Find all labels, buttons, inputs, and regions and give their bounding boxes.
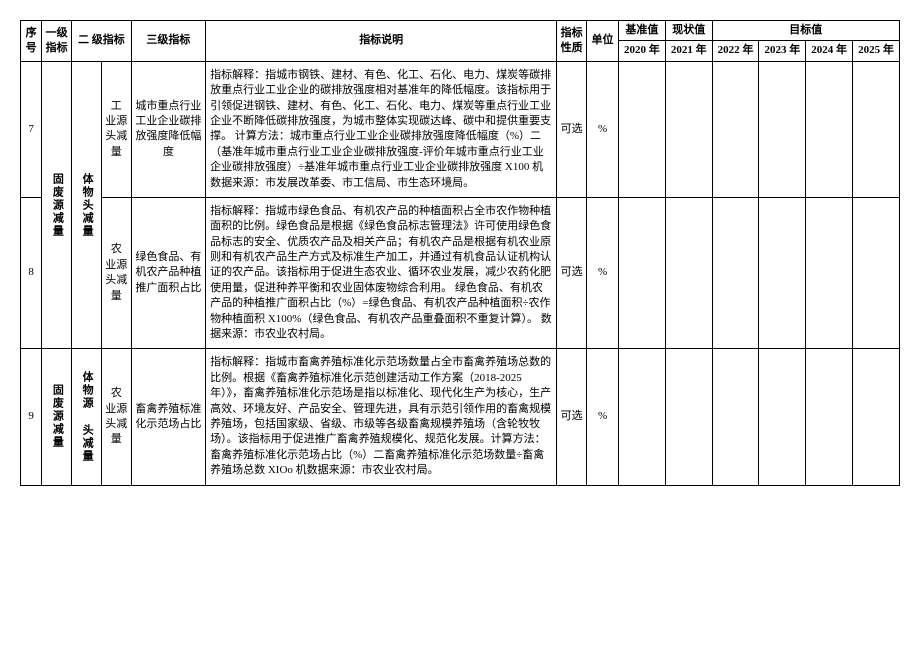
cell-current bbox=[665, 61, 712, 197]
cell-base bbox=[618, 61, 665, 197]
cell-level3: 绿色食品、有机农产品种植推广面积占比 bbox=[131, 197, 205, 349]
header-level3: 三级指标 bbox=[131, 21, 205, 62]
cell-desc: 指标解释：指城市钢铁、建材、有色、化工、石化、电力、煤炭等碳排放重点行业工业企业… bbox=[206, 61, 557, 197]
cell-property: 可选 bbox=[557, 61, 587, 197]
cell-level2-sub: 农 业源 头减量 bbox=[101, 349, 131, 485]
cell-current bbox=[665, 349, 712, 485]
cell-level2-sub: 工 业源 头减量 bbox=[101, 61, 131, 197]
cell-level3: 畜禽养殖标准化示范场占比 bbox=[131, 349, 205, 485]
table-row: 8 农 业源 头减量 绿色食品、有机农产品种植推广面积占比 指标解释：指城市绿色… bbox=[21, 197, 900, 349]
header-current: 现状值 bbox=[665, 21, 712, 41]
header-y2023: 2023 年 bbox=[759, 41, 806, 61]
cell-2025 bbox=[853, 197, 900, 349]
header-seq: 序号 bbox=[21, 21, 42, 62]
header-base: 基准值 bbox=[618, 21, 665, 41]
cell-seq: 9 bbox=[21, 349, 42, 485]
cell-property: 可选 bbox=[557, 349, 587, 485]
header-target: 目标值 bbox=[712, 21, 899, 41]
header-level2: 二 级指标 bbox=[72, 21, 132, 62]
cell-2022 bbox=[712, 197, 759, 349]
table-row: 7 固废源减量 体物头减量 工 业源 头减量 城市重点行业工业企业碳排放强度降低… bbox=[21, 61, 900, 197]
cell-current bbox=[665, 197, 712, 349]
cell-2022 bbox=[712, 349, 759, 485]
cell-level2: 体物头减量 bbox=[72, 61, 102, 349]
cell-2024 bbox=[806, 197, 853, 349]
cell-property: 可选 bbox=[557, 197, 587, 349]
cell-2024 bbox=[806, 61, 853, 197]
cell-unit: % bbox=[587, 61, 619, 197]
indicator-table: 序号 一级指标 二 级指标 三级指标 指标说明 指标性质 单位 基准值 现状值 … bbox=[20, 20, 900, 486]
header-y2020: 2020 年 bbox=[618, 41, 665, 61]
cell-base bbox=[618, 349, 665, 485]
cell-2025 bbox=[853, 349, 900, 485]
cell-2023 bbox=[759, 61, 806, 197]
header-property: 指标性质 bbox=[557, 21, 587, 62]
header-y2022: 2022 年 bbox=[712, 41, 759, 61]
header-y2025: 2025 年 bbox=[853, 41, 900, 61]
header-row-1: 序号 一级指标 二 级指标 三级指标 指标说明 指标性质 单位 基准值 现状值 … bbox=[21, 21, 900, 41]
cell-base bbox=[618, 197, 665, 349]
cell-seq: 7 bbox=[21, 61, 42, 197]
cell-2022 bbox=[712, 61, 759, 197]
cell-seq: 8 bbox=[21, 197, 42, 349]
cell-level2: 体物源 头减量 bbox=[72, 349, 102, 485]
cell-level2-sub: 农 业源 头减量 bbox=[101, 197, 131, 349]
header-unit: 单位 bbox=[587, 21, 619, 62]
cell-level3: 城市重点行业工业企业碳排放强度降低幅度 bbox=[131, 61, 205, 197]
cell-2023 bbox=[759, 197, 806, 349]
cell-unit: % bbox=[587, 349, 619, 485]
cell-desc: 指标解释：指城市畜禽养殖标准化示范场数量占全市畜禽养殖场总数的比例。根据《畜禽养… bbox=[206, 349, 557, 485]
cell-desc: 指标解释：指城市绿色食品、有机农产品的种植面积占全市农作物种植面积的比例。绿色食… bbox=[206, 197, 557, 349]
header-y2021: 2021 年 bbox=[665, 41, 712, 61]
cell-2023 bbox=[759, 349, 806, 485]
cell-level1: 固废源减量 bbox=[42, 61, 72, 349]
header-level1: 一级指标 bbox=[42, 21, 72, 62]
header-y2024: 2024 年 bbox=[806, 41, 853, 61]
cell-unit: % bbox=[587, 197, 619, 349]
header-desc: 指标说明 bbox=[206, 21, 557, 62]
cell-2024 bbox=[806, 349, 853, 485]
table-row: 9 固废源减量 体物源 头减量 农 业源 头减量 畜禽养殖标准化示范场占比 指标… bbox=[21, 349, 900, 485]
cell-2025 bbox=[853, 61, 900, 197]
cell-level1: 固废源减量 bbox=[42, 349, 72, 485]
